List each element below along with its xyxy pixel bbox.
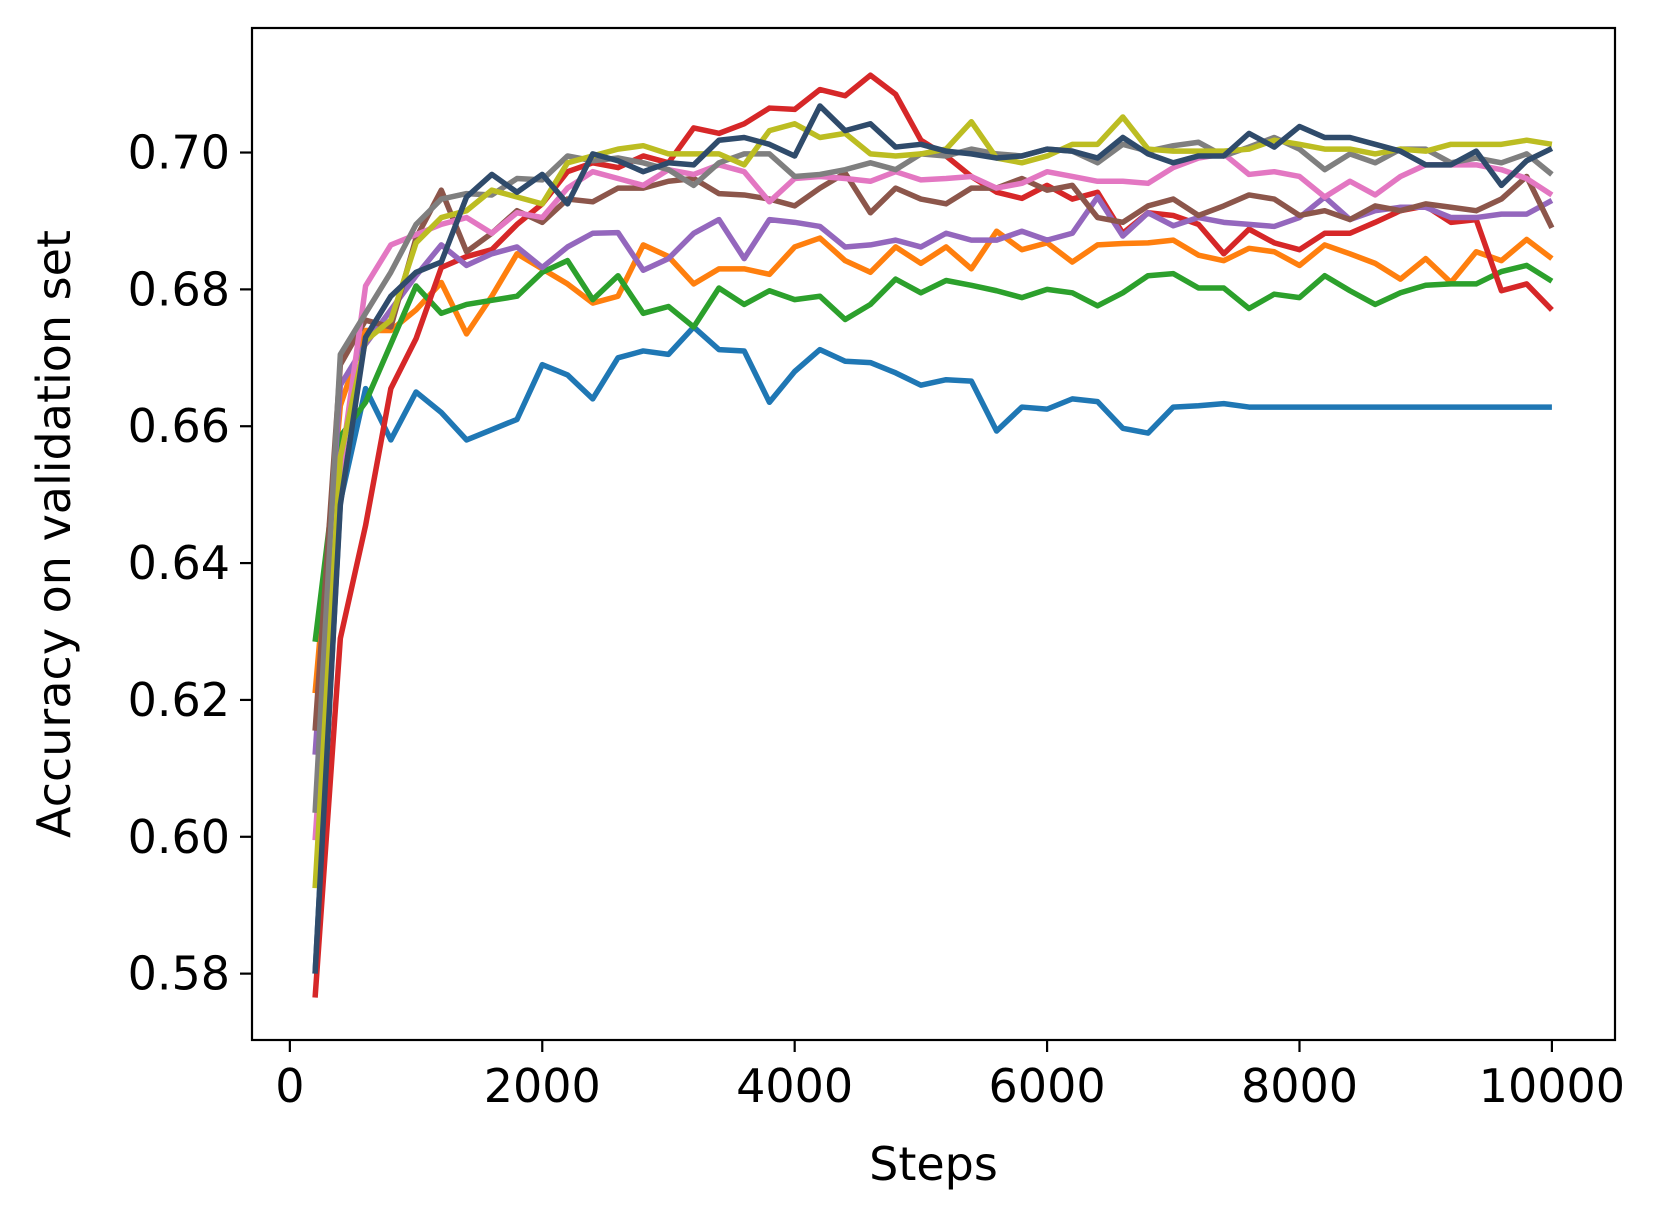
y-tick-label: 0.68 bbox=[128, 262, 230, 316]
series-line-8 bbox=[312, 134, 1554, 813]
y-tick-label: 0.58 bbox=[128, 947, 230, 1001]
x-tick-label: 6000 bbox=[989, 1059, 1106, 1113]
series-group bbox=[312, 72, 1555, 998]
y-axis-ticks: 0.58 0.60 0.62 0.64 0.66 0.68 0.70 bbox=[128, 126, 252, 1001]
y-tick-label: 0.60 bbox=[128, 810, 230, 864]
y-axis-label: Accuracy on validation set bbox=[27, 230, 81, 838]
series-line-2 bbox=[312, 228, 1554, 694]
series-line-1 bbox=[312, 324, 1552, 974]
series-line-7 bbox=[312, 151, 1554, 841]
x-tick-label: 8000 bbox=[1241, 1059, 1358, 1113]
series-line-9 bbox=[312, 114, 1553, 889]
y-tick-label: 0.64 bbox=[128, 536, 230, 590]
x-tick-label: 0 bbox=[275, 1059, 304, 1113]
y-tick-label: 0.70 bbox=[128, 126, 230, 180]
x-axis-ticks: 0 2000 4000 6000 8000 10000 bbox=[275, 1040, 1625, 1113]
x-tick-label: 10000 bbox=[1479, 1059, 1625, 1113]
x-tick-label: 2000 bbox=[484, 1059, 601, 1113]
series-line-10 bbox=[312, 103, 1554, 974]
x-axis-label: Steps bbox=[869, 1137, 998, 1191]
series-line-3 bbox=[312, 257, 1554, 643]
y-tick-label: 0.66 bbox=[128, 399, 230, 453]
plot-frame bbox=[250, 26, 1617, 1042]
x-tick-label: 4000 bbox=[736, 1059, 853, 1113]
y-tick-label: 0.62 bbox=[128, 673, 230, 727]
